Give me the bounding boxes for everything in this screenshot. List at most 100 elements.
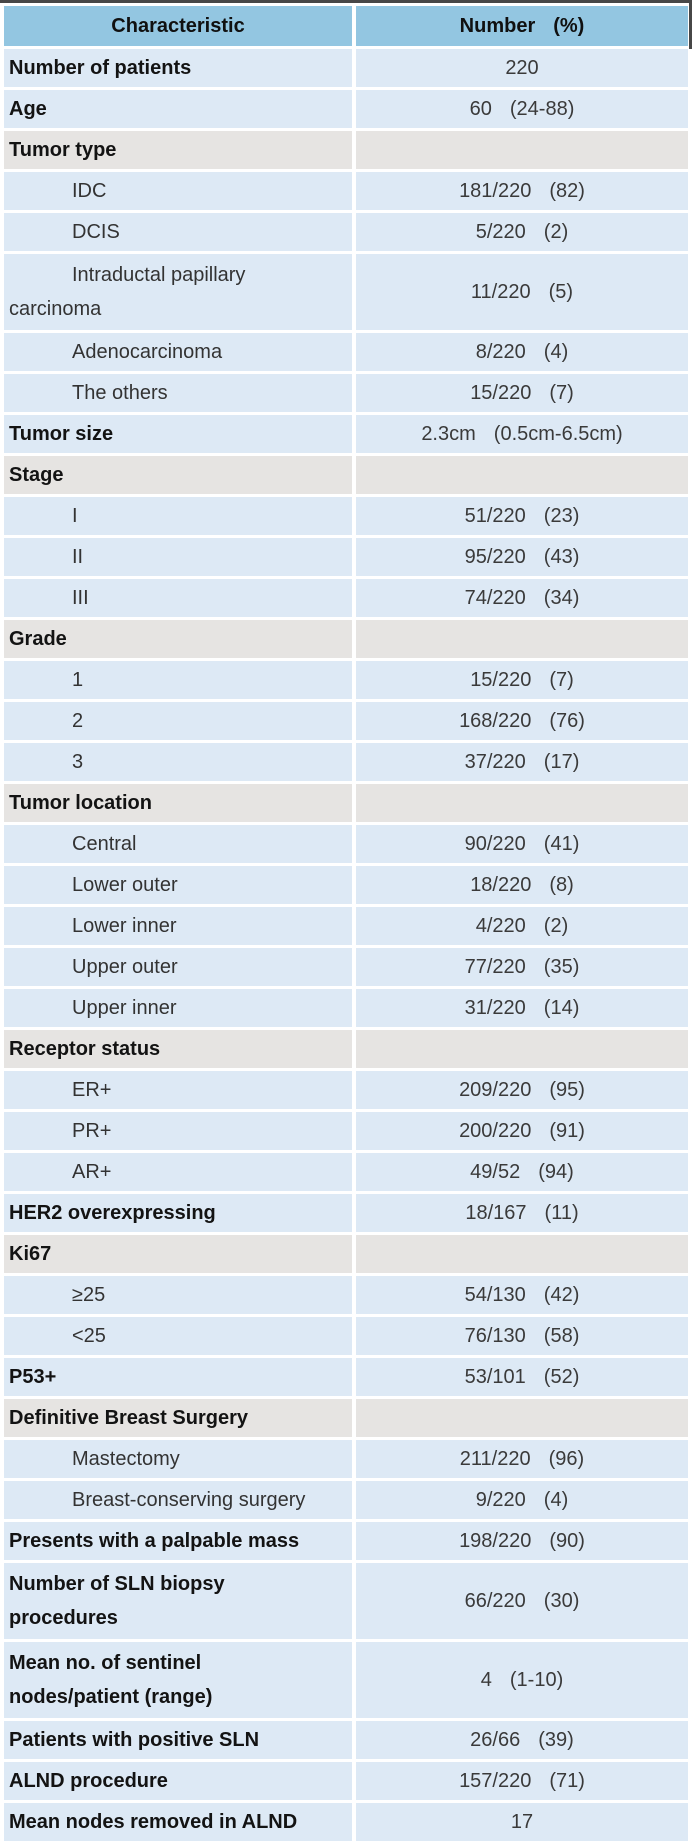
characteristic-label-line: 3 [72, 751, 84, 773]
characteristic-label-line: Definitive Breast Surgery [9, 1407, 248, 1429]
value-number: 200/220 [459, 1119, 532, 1142]
characteristic-label-line: ALND procedure [9, 1770, 168, 1792]
value-number: 26/66 [470, 1728, 521, 1751]
section-row: Ki67 [4, 1235, 688, 1273]
value-cell: 54/130 (42) [356, 1276, 688, 1314]
characteristic-cell: PR+ [4, 1112, 352, 1150]
characteristic-label-line: Receptor status [9, 1038, 161, 1060]
characteristic-label-line: Breast-conserving surgery [72, 1489, 306, 1511]
table-row: II 95/220 (43) [4, 538, 688, 576]
value-percent: (82) [549, 179, 585, 202]
value-percent: (5) [548, 280, 574, 303]
value-percent: (91) [549, 1119, 585, 1142]
value-number: 66/220 [464, 1589, 526, 1612]
value-number: 90/220 [464, 832, 526, 855]
table-row: 3 37/220 (17) [4, 743, 688, 781]
value-cell: 37/220 (17) [356, 743, 688, 781]
value-number: 11/220 [470, 280, 531, 303]
characteristic-label-line: 2 [72, 710, 84, 732]
value-percent: (95) [549, 1078, 585, 1101]
value-number: 4/220 [475, 914, 526, 937]
table-row: IDC 181/220 (82) [4, 172, 688, 210]
table-row: Upper inner 31/220 (14) [4, 989, 688, 1027]
value-number: 95/220 [464, 545, 526, 568]
value-percent: (34) [543, 586, 580, 609]
table-row: ER+ 209/220 (95) [4, 1071, 688, 1109]
value-percent: (71) [549, 1769, 585, 1792]
value-percent: (35) [543, 955, 580, 978]
characteristic-label-line: Grade [9, 628, 67, 650]
characteristic-label-line: Number of SLN biopsy [9, 1573, 225, 1595]
table-body: Number of patients 220 Age 60 (24-88) Tum… [4, 49, 688, 1841]
table-row: PR+ 200/220 (91) [4, 1112, 688, 1150]
value-percent: (7) [549, 668, 574, 691]
value-number: 18/167 [465, 1201, 527, 1224]
characteristic-cell: ALND procedure [4, 1762, 352, 1800]
table-row: Breast-conserving surgery 9/220 (4) [4, 1481, 688, 1519]
characteristic-cell: I [4, 497, 352, 535]
characteristic-cell: ≥25 [4, 1276, 352, 1314]
characteristic-cell: Tumor type [4, 131, 352, 169]
characteristic-label-line: Tumor location [9, 792, 152, 814]
section-row: Tumor location [4, 784, 688, 822]
characteristic-label-line: Upper outer [72, 956, 178, 978]
characteristic-cell: The others [4, 374, 352, 412]
table-row: HER2 overexpressing 18/167 (11) [4, 1194, 688, 1232]
value-cell: 4 (1-10) [356, 1642, 688, 1718]
table-row: Adenocarcinoma 8/220 (4) [4, 333, 688, 371]
value-percent: (11) [544, 1201, 579, 1224]
value-cell [356, 1030, 688, 1068]
header-percent-label: (%) [553, 14, 585, 37]
value-percent: (94) [538, 1160, 574, 1183]
column-header-number-percent: Number (%) [356, 3, 692, 49]
characteristic-cell: Upper outer [4, 948, 352, 986]
characteristic-label-line: Lower inner [72, 915, 177, 937]
characteristic-cell: DCIS [4, 213, 352, 251]
characteristic-cell: HER2 overexpressing [4, 1194, 352, 1232]
characteristic-cell: Presents with a palpable mass [4, 1522, 352, 1560]
characteristic-label-line: II [72, 546, 84, 568]
value-percent: (39) [538, 1728, 574, 1751]
value-cell: 18/167 (11) [356, 1194, 688, 1232]
value-cell: 53/101 (52) [356, 1358, 688, 1396]
value-number: 209/220 [459, 1078, 532, 1101]
characteristic-label-line: Age [9, 98, 47, 120]
value-cell: 95/220 (43) [356, 538, 688, 576]
table-row: AR+ 49/52 (94) [4, 1153, 688, 1191]
table-row: <25 76/130 (58) [4, 1317, 688, 1355]
value-cell: 5/220 (2) [356, 213, 688, 251]
value-cell: 8/220 (4) [356, 333, 688, 371]
characteristic-label-line: procedures [9, 1607, 118, 1629]
characteristic-label-line: Ki67 [9, 1243, 52, 1265]
table-row: Intraductal papillary carcinoma 11/220 (5) [4, 254, 688, 330]
value-cell [356, 620, 688, 658]
characteristic-label-line: IDC [72, 180, 107, 202]
characteristic-label-line: Number of patients [9, 57, 192, 79]
value-number: 31/220 [464, 996, 526, 1019]
characteristic-cell: 3 [4, 743, 352, 781]
characteristic-label-line: <25 [72, 1325, 106, 1347]
value-percent: (23) [543, 504, 580, 527]
characteristic-label-line: nodes/patient (range) [9, 1686, 213, 1708]
characteristic-cell: IDC [4, 172, 352, 210]
value-cell: 15/220 (7) [356, 374, 688, 412]
value-cell [356, 784, 688, 822]
value-number: 17 [510, 1810, 534, 1833]
table-row: III 74/220 (34) [4, 579, 688, 617]
value-number: 53/101 [464, 1365, 526, 1388]
characteristic-cell: Central [4, 825, 352, 863]
table-row: 2 168/220 (76) [4, 702, 688, 740]
characteristic-label-line: AR+ [72, 1161, 112, 1183]
value-cell: 77/220 (35) [356, 948, 688, 986]
table-row: ALND procedure 157/220 (71) [4, 1762, 688, 1800]
characteristic-label-line: carcinoma [9, 298, 102, 320]
value-cell: 168/220 (76) [356, 702, 688, 740]
value-number: 4 [480, 1668, 492, 1691]
characteristic-cell: II [4, 538, 352, 576]
characteristic-label-line: HER2 overexpressing [9, 1202, 216, 1224]
characteristic-label-line: Tumor type [9, 139, 117, 161]
table-row: Number of SLN biopsy procedures 66/220 (30… [4, 1563, 688, 1639]
characteristic-cell: III [4, 579, 352, 617]
characteristic-cell: 2 [4, 702, 352, 740]
